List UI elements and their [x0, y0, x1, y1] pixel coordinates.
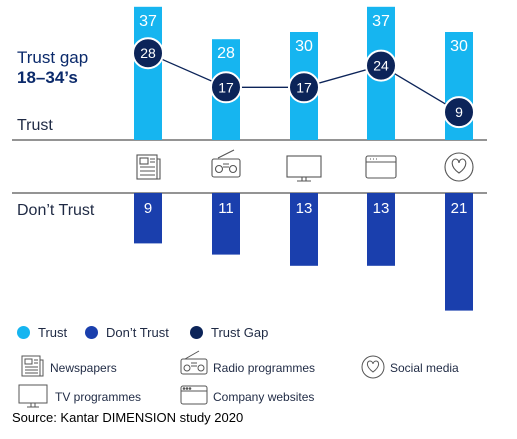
radio-icon — [211, 149, 241, 178]
radio-icon-speaker-right — [228, 164, 238, 174]
legend-label-dont-trust: Don’t Trust — [106, 325, 169, 340]
trust-value-label: 28 — [217, 45, 235, 62]
dont-trust-value-label: 9 — [144, 200, 152, 217]
trust-gap-marker — [210, 71, 242, 104]
newspaper-icon-photo — [139, 157, 149, 165]
newspaper-icon — [136, 154, 161, 180]
tv-icon-screen — [286, 155, 322, 178]
legend-swatch-trust-gap — [190, 326, 203, 339]
legend-item-trust: Trust — [17, 325, 67, 340]
trust-gap-value-label: 17 — [218, 79, 234, 95]
dont-trust-value-label: 13 — [296, 200, 313, 217]
trust-gap-marker — [365, 49, 397, 82]
dont-trust-bar — [290, 193, 318, 266]
dont-trust-value-label: 13 — [373, 200, 390, 217]
legend-item-dont-trust: Don’t Trust — [85, 325, 169, 340]
heart-icon-ring — [444, 152, 474, 182]
key-label-tv: TV programmes — [55, 390, 142, 404]
trust-gap-marker — [288, 71, 320, 104]
trust-gap-subtitle: 18–34’s — [17, 68, 78, 87]
key-label-social-media: Social media — [390, 361, 459, 375]
trust-gap-title: Trust gap 18–34’s — [17, 48, 88, 88]
trust-gap-marker — [132, 37, 164, 70]
trust-value-label: 37 — [139, 13, 157, 30]
heart-icon — [444, 152, 474, 182]
radio-icon-body — [211, 158, 241, 178]
trust-value-label: 30 — [450, 38, 468, 55]
newspaper-icon-lines — [140, 158, 161, 180]
legend-item-trust-gap: Trust Gap — [190, 325, 268, 340]
trust-gap-value-label: 9 — [455, 104, 463, 120]
trust-value-label: 30 — [295, 38, 313, 55]
legend-swatch-trust — [17, 326, 30, 339]
key-label-company-websites: Company websites — [213, 390, 315, 404]
trust-axis-label: Trust — [17, 117, 53, 134]
radio-icon-antenna — [217, 149, 235, 159]
dont-trust-value-label: 21 — [451, 200, 468, 217]
trust-gap-title-text: Trust gap — [17, 48, 89, 67]
trust-bar — [134, 6, 162, 140]
trust-gap-value-label: 28 — [140, 45, 156, 61]
legend-swatch-dont-trust — [85, 326, 98, 339]
legend-label-trust-gap: Trust Gap — [211, 325, 269, 340]
heart-icon-shape — [451, 158, 467, 174]
newspaper-icon-body — [136, 154, 158, 180]
source-note: Source: Kantar DIMENSION study 2020 — [12, 410, 244, 425]
trust-gap-value-label: 17 — [296, 79, 312, 95]
browser-window-icon-frame — [365, 155, 397, 179]
dont-trust-bar — [367, 193, 395, 266]
tv-icon-stand — [297, 177, 311, 182]
browser-window-icon — [365, 155, 397, 179]
key-label-newspapers: Newspapers — [50, 361, 117, 375]
dont-trust-bar — [134, 193, 162, 244]
radio-icon-dial — [223, 163, 229, 168]
radio-icon-speaker-left — [214, 164, 224, 174]
legend-label-trust: Trust — [38, 325, 68, 340]
dont-trust-axis-label: Don’t Trust — [17, 202, 95, 219]
trust-gap-value-label: 24 — [373, 58, 389, 74]
trust-gap-marker — [443, 96, 475, 129]
key-label-radio: Radio programmes — [213, 361, 316, 375]
dont-trust-bar — [212, 193, 240, 255]
dont-trust-bar — [445, 193, 473, 311]
trust-value-label: 37 — [372, 13, 390, 30]
tv-icon — [286, 155, 322, 182]
dont-trust-value-label: 11 — [218, 200, 234, 217]
